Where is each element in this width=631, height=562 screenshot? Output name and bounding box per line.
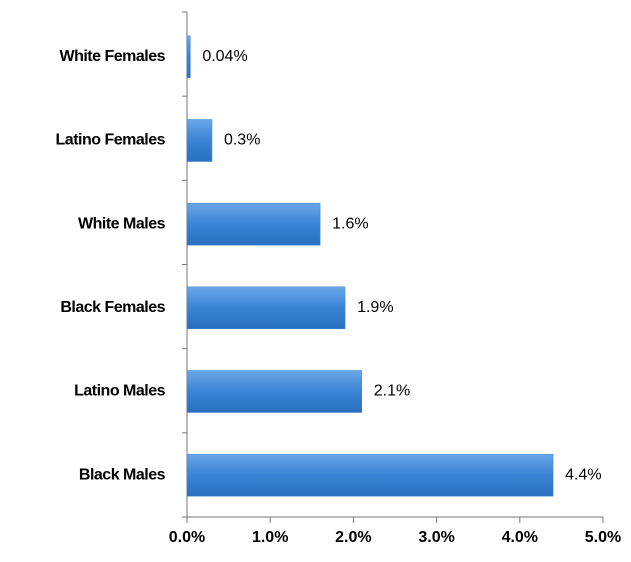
y-tick-label: White Males <box>78 215 166 232</box>
y-tick-label: Latino Females <box>56 132 166 149</box>
x-tick-label: 3.0% <box>418 529 454 546</box>
data-label: 4.4% <box>565 466 601 483</box>
data-label: 2.1% <box>374 383 410 400</box>
data-label: 1.6% <box>332 215 368 232</box>
bar <box>186 35 191 79</box>
x-tick-label: 4.0% <box>502 529 538 546</box>
y-tick-label: Black Females <box>60 299 165 316</box>
bar <box>186 119 213 162</box>
data-label: 0.3% <box>224 132 260 149</box>
bar <box>186 202 321 246</box>
bar <box>186 286 346 330</box>
bar <box>186 453 554 497</box>
y-tick-label: White Females <box>59 48 165 65</box>
x-tick-label: 0.0% <box>169 529 205 546</box>
y-tick-label: Black Males <box>79 466 166 483</box>
data-label: 0.04% <box>202 48 247 65</box>
x-tick-label: 2.0% <box>335 529 371 546</box>
data-label: 1.9% <box>357 299 393 316</box>
x-tick-label: 1.0% <box>252 529 288 546</box>
x-tick-label: 5.0% <box>585 529 621 546</box>
y-tick-label: Latino Males <box>74 383 166 400</box>
bar <box>186 370 362 413</box>
